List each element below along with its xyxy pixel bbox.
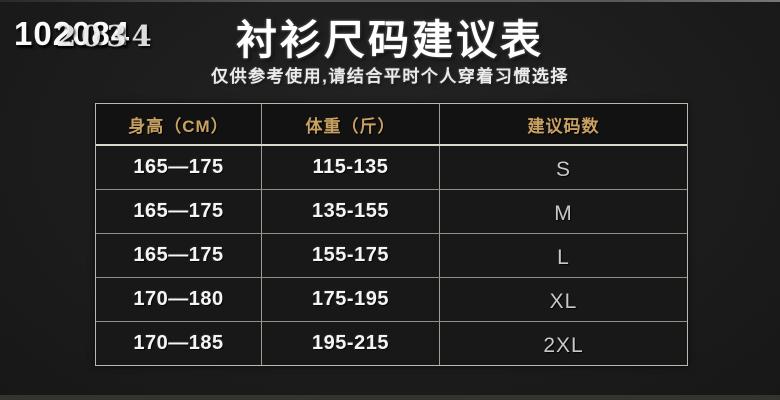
- column-header-height: 身高（CM）: [96, 104, 262, 144]
- height-cell: 165—175: [96, 146, 262, 189]
- column-header-weight: 体重（斤）: [262, 104, 440, 144]
- table-row: 165—175 115-135 S: [96, 146, 687, 190]
- bottom-edge-strip: [0, 395, 780, 400]
- watermark-back-digits: 2034: [56, 19, 157, 53]
- weight-cell: 175-195: [262, 278, 440, 321]
- size-cell: 2XL: [543, 334, 584, 357]
- table-row: 170—180 175-195 XL: [96, 278, 687, 322]
- table-row: 165—175 155-175 L: [96, 234, 687, 278]
- watermark-front-digits: 102084: [14, 15, 131, 52]
- weight-cell: 135-155: [262, 190, 440, 233]
- size-cell: XL: [549, 290, 578, 313]
- table-row: 170—185 195-215 2XL: [96, 322, 687, 365]
- table-header-row: 身高（CM） 体重（斤） 建议码数: [96, 104, 687, 146]
- height-cell: 170—185: [96, 322, 262, 365]
- page-subtitle: 仅供参考使用,请结合平时个人穿着习惯选择: [211, 67, 569, 86]
- size-cell: L: [557, 246, 570, 269]
- page-title: 衬衫尺码建议表: [236, 17, 544, 63]
- weight-cell: 195-215: [262, 322, 440, 365]
- size-table: 身高（CM） 体重（斤） 建议码数 165—175 115-135 S 165—…: [95, 103, 688, 366]
- column-header-size: 建议码数: [527, 116, 600, 136]
- height-cell: 165—175: [96, 190, 262, 233]
- height-cell: 165—175: [96, 234, 262, 277]
- weight-cell: 115-135: [262, 146, 440, 189]
- size-cell: S: [555, 158, 571, 181]
- top-edge-highlight: [0, 0, 780, 2]
- watermark-number: 102084 2034: [14, 15, 164, 59]
- height-cell: 170—180: [96, 278, 262, 321]
- table-row: 165—175 135-155 M: [96, 190, 687, 234]
- size-cell: M: [554, 202, 573, 225]
- weight-cell: 155-175: [262, 234, 440, 277]
